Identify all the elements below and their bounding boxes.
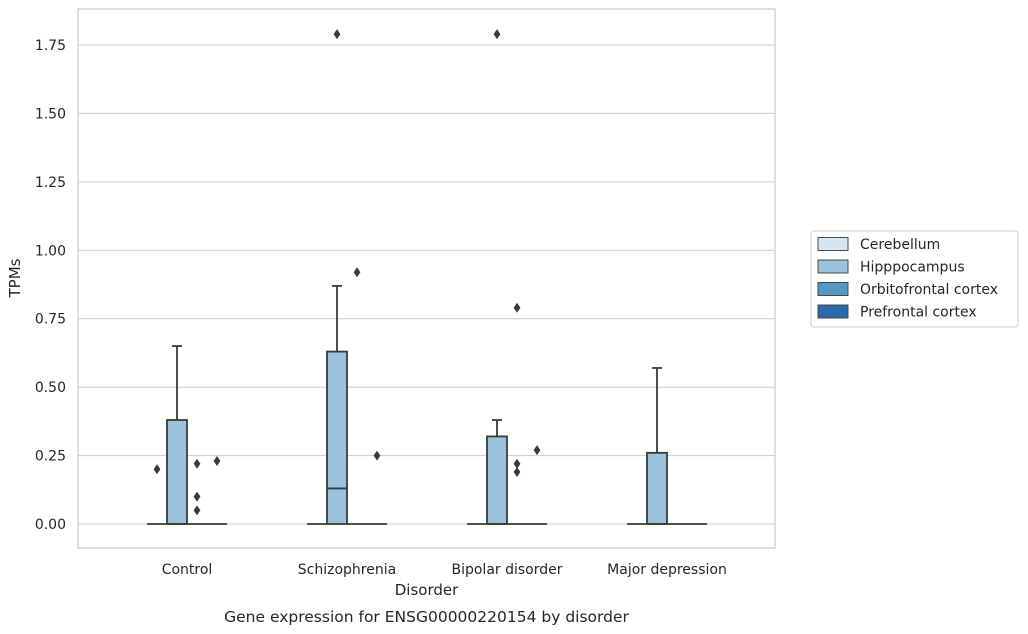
box-orbitofrontal-cortex-bipolar-disorder: [507, 302, 527, 525]
y-tick-label: 1.75: [35, 38, 66, 54]
legend-label: Orbitofrontal cortex: [860, 282, 998, 298]
y-axis-title: TPMs: [6, 258, 24, 298]
outlier-point: [153, 464, 161, 475]
legend-swatch: [817, 237, 849, 251]
box-prefrontal-cortex-schizophrenia: [367, 450, 387, 525]
outlier-point: [333, 29, 341, 40]
outlier-point: [193, 458, 201, 469]
plot-frame: [77, 8, 776, 549]
box-hipppocampus-bipolar-disorder: [486, 29, 508, 525]
outlier-point: [513, 302, 521, 313]
y-tick-label: 1.25: [35, 175, 66, 191]
outlier-point: [493, 29, 501, 40]
legend-swatch: [817, 259, 849, 274]
box-orbitofrontal-cortex-schizophrenia: [347, 267, 367, 525]
outlier-point: [213, 456, 221, 467]
outlier-point: [193, 505, 201, 516]
x-tick-label: Schizophrenia: [298, 562, 396, 578]
y-tick-label: 0.25: [35, 449, 66, 465]
legend-label: Prefrontal cortex: [860, 305, 977, 321]
outlier-point: [193, 491, 201, 502]
outlier-point: [513, 458, 521, 469]
legend-frame: [810, 230, 1019, 328]
outlier-point: [373, 450, 381, 461]
x-tick-label: Bipolar disorder: [451, 562, 562, 578]
x-tick-label: Major depression: [607, 562, 727, 578]
x-axis-ticks: Control Schizophrenia Bipolar disorder Majo…: [162, 562, 727, 578]
y-tick-label: 0.50: [35, 380, 66, 396]
gridlines: [78, 44, 775, 525]
box-plot-marks: [147, 29, 707, 525]
outlier-point: [533, 445, 541, 456]
box-hipppocampus-schizophrenia: [326, 29, 348, 525]
y-tick-label: 1.50: [35, 106, 66, 122]
legend-label: Cerebellum: [860, 237, 940, 253]
legend-swatch: [817, 304, 849, 319]
legend: Cerebellum Hipppocampus Orbitofrontal cort…: [810, 230, 1019, 328]
box-prefrontal-cortex-bipolar-disorder: [527, 445, 547, 525]
box-body: [486, 435, 508, 525]
box-body: [166, 419, 188, 525]
legend-swatch: [817, 282, 849, 296]
box-prefrontal-cortex-control: [207, 456, 227, 525]
outlier-point: [513, 466, 521, 477]
y-axis-ticks: 0.00 0.25 0.50 0.75 1.00 1.25 1.50 1.75: [35, 38, 66, 533]
legend-label: Hipppocampus: [860, 260, 965, 276]
box-hipppocampus-major-depression: [646, 367, 668, 525]
chart-caption: Gene expression for ENSG00000220154 by d…: [224, 608, 629, 626]
box-body: [646, 451, 668, 525]
box-orbitofrontal-cortex-control: [187, 458, 207, 525]
y-tick-label: 0.75: [35, 312, 66, 328]
box-hipppocampus-control: [166, 345, 188, 525]
box-cerebellum-control: [147, 464, 167, 525]
box-body: [326, 350, 348, 525]
y-tick-label: 0.00: [35, 517, 66, 533]
y-tick-label: 1.00: [35, 243, 66, 259]
x-tick-label: Control: [162, 562, 213, 578]
x-axis-title: Disorder: [395, 581, 459, 599]
outlier-point: [353, 267, 361, 278]
